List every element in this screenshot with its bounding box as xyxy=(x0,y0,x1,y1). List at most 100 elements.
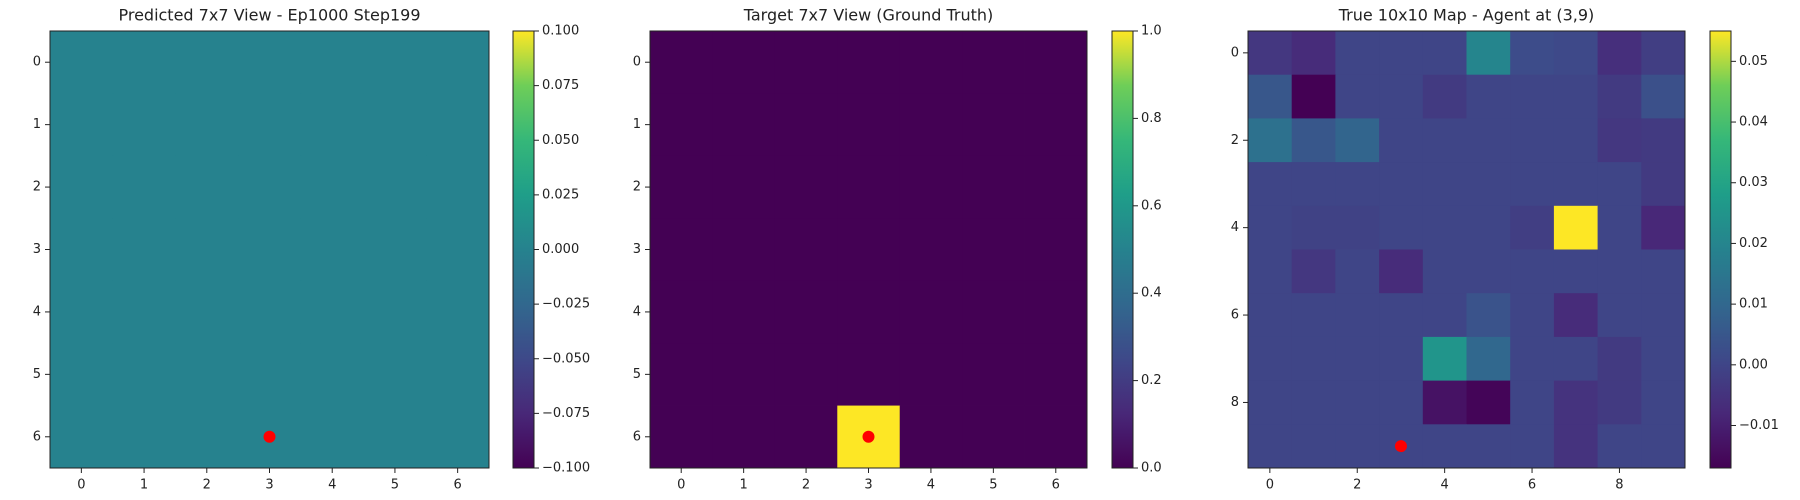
colorbar-tick-label: 0.100 xyxy=(542,24,579,39)
y-tick-label: 3 xyxy=(33,242,41,257)
agent-marker xyxy=(862,430,875,443)
heatmap-cell xyxy=(1335,380,1380,425)
colorbar-tick-label: 0.075 xyxy=(542,78,579,93)
heatmap-cell xyxy=(650,218,713,282)
colorbar xyxy=(1111,30,1134,469)
heatmap-cell xyxy=(1248,205,1293,250)
heatmap-cell xyxy=(837,218,901,282)
heatmap-cell xyxy=(300,343,364,406)
heatmap-cell xyxy=(175,93,239,157)
heatmap-cell xyxy=(238,343,302,406)
heatmap-cell xyxy=(1422,162,1467,207)
heatmap-cell xyxy=(1291,380,1336,425)
chart-title: Target 7x7 View (Ground Truth) xyxy=(743,6,994,25)
heatmap-cell xyxy=(238,155,302,219)
heatmap-cell xyxy=(1422,336,1467,381)
heatmap-cell xyxy=(837,31,901,94)
x-tick-label: 0 xyxy=(1266,478,1274,493)
heatmap-cell xyxy=(1291,118,1336,163)
heatmap-cell xyxy=(1379,74,1424,119)
heatmap-cell xyxy=(50,343,114,406)
heatmap-cell xyxy=(1553,336,1598,381)
heatmap-cell xyxy=(1379,162,1424,207)
y-tick-label: 2 xyxy=(633,180,641,195)
heatmap-cell xyxy=(774,405,838,469)
heatmap-cell xyxy=(1024,280,1088,344)
heatmap-cell xyxy=(962,93,1025,157)
heatmap-cell xyxy=(1335,31,1380,76)
heatmap-cell xyxy=(112,405,176,469)
heatmap-cell xyxy=(1024,93,1088,157)
heatmap-cell xyxy=(426,93,490,157)
heatmap-cell xyxy=(1379,380,1424,425)
heatmap-cell xyxy=(1422,424,1467,469)
heatmap-cell xyxy=(1641,336,1686,381)
heatmap-cell xyxy=(1466,162,1511,207)
x-tick-label: 1 xyxy=(140,478,148,493)
heatmap-cell xyxy=(1641,205,1686,250)
heatmap-cell xyxy=(112,93,176,157)
colorbar-tick-label: 0.02 xyxy=(1739,236,1768,251)
heatmap-cell xyxy=(1597,74,1642,119)
heatmap-cell xyxy=(774,31,838,94)
heatmap-cell xyxy=(50,31,114,94)
heatmap-cell xyxy=(1024,218,1088,282)
heatmap-cell xyxy=(1422,249,1467,294)
colorbar xyxy=(1709,30,1732,469)
heatmap-cell xyxy=(1466,424,1511,469)
heatmap-cell xyxy=(1553,380,1598,425)
colorbar xyxy=(512,30,535,469)
heatmap-cell xyxy=(112,280,176,344)
heatmap-cell xyxy=(1641,74,1686,119)
heatmap-cell xyxy=(1641,424,1686,469)
heatmap-cell xyxy=(1510,118,1555,163)
heatmap-cell xyxy=(238,218,302,282)
heatmap-cell xyxy=(363,218,427,282)
heatmap-cell xyxy=(426,280,490,344)
colorbar-tick-label: 1.0 xyxy=(1141,24,1162,39)
colorbar-tick-label: −0.025 xyxy=(542,297,590,312)
y-tick-label: 8 xyxy=(1231,395,1239,410)
heatmap-cell xyxy=(712,343,776,406)
heatmap-cell xyxy=(1597,336,1642,381)
heatmap-cell xyxy=(1248,380,1293,425)
heatmap-cell xyxy=(363,155,427,219)
colorbar-tick-label: −0.100 xyxy=(542,461,590,476)
heatmap-cell xyxy=(1510,74,1555,119)
heatmap-cell xyxy=(1641,380,1686,425)
x-tick-label: 2 xyxy=(1353,478,1361,493)
heatmap-cell xyxy=(1597,162,1642,207)
x-tick-label: 6 xyxy=(454,478,462,493)
heatmap-cell xyxy=(1597,293,1642,338)
heatmap-cell xyxy=(774,280,838,344)
heatmap-cell xyxy=(363,343,427,406)
heatmap-cell xyxy=(712,31,776,94)
x-tick-label: 5 xyxy=(391,478,399,493)
x-tick-label: 2 xyxy=(802,478,810,493)
colorbar-tick-label: 0.0 xyxy=(1141,461,1162,476)
heatmap-cell xyxy=(1597,31,1642,76)
heatmap-cell xyxy=(1422,118,1467,163)
colorbar-tick-label: 0.03 xyxy=(1739,175,1768,190)
heatmap-cell xyxy=(1291,31,1336,76)
heatmap-cell xyxy=(1466,336,1511,381)
heatmap-cell xyxy=(774,155,838,219)
x-tick-label: 8 xyxy=(1615,478,1623,493)
heatmap-cell xyxy=(962,155,1025,219)
heatmap-cell xyxy=(962,218,1025,282)
heatmap-cell xyxy=(1335,118,1380,163)
heatmap-cell xyxy=(1510,336,1555,381)
heatmap-cell xyxy=(1024,155,1088,219)
agent-marker xyxy=(1394,440,1407,453)
heatmap-cell xyxy=(962,343,1025,406)
heatmap-cell xyxy=(1291,293,1336,338)
heatmap-cell xyxy=(363,280,427,344)
heatmap-cell xyxy=(363,31,427,94)
heatmap-cell xyxy=(1553,118,1598,163)
colorbar-tick-label: 0.8 xyxy=(1141,111,1162,126)
heatmap-cell xyxy=(1553,205,1598,250)
heatmap-cell xyxy=(426,218,490,282)
heatmap-cell xyxy=(238,93,302,157)
x-tick-label: 2 xyxy=(203,478,211,493)
